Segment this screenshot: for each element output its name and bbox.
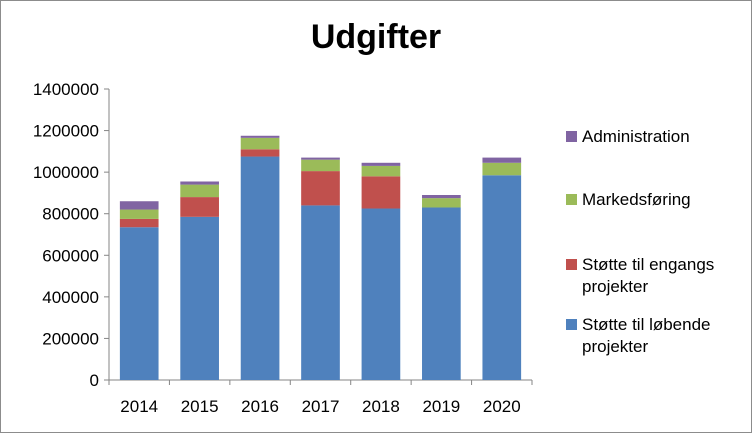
y-tick-label: 1000000 <box>33 163 99 182</box>
y-tick-label: 200000 <box>42 329 99 348</box>
bar-segment <box>422 207 461 380</box>
bar-segment <box>240 137 280 150</box>
bar-segment <box>240 149 280 157</box>
legend-label: Støtte til engangs <box>582 255 714 274</box>
legend-label: Administration <box>582 127 690 146</box>
bar-segment <box>119 227 159 380</box>
x-tick-label: 2015 <box>181 397 219 416</box>
bar-segment <box>119 201 159 210</box>
y-tick-label: 400000 <box>42 288 99 307</box>
bar-segment <box>361 162 401 166</box>
legend-swatch <box>566 194 577 205</box>
bar-segment <box>361 208 401 380</box>
bar-segment <box>482 175 522 380</box>
bar-segment <box>301 157 340 160</box>
bar-segment <box>240 156 280 380</box>
y-tick-label: 600000 <box>42 246 99 265</box>
x-tick-label: 2018 <box>362 397 400 416</box>
chart-title: Udgifter <box>310 18 442 56</box>
x-tick-label: 2017 <box>302 397 340 416</box>
legend-swatch <box>566 259 577 270</box>
bar-segment <box>422 198 461 208</box>
bar-segment <box>301 171 340 206</box>
y-tick-label: 1200000 <box>33 122 99 141</box>
x-tick-label: 2020 <box>483 397 521 416</box>
x-tick-label: 2016 <box>241 397 279 416</box>
legend-swatch <box>566 131 577 142</box>
bar-segment <box>119 218 159 228</box>
bar-segment <box>361 176 401 209</box>
bar-segment <box>180 197 219 217</box>
bar-segment <box>482 157 522 163</box>
bar-segment <box>301 159 340 172</box>
bar-segment <box>482 162 522 176</box>
plot-area: 0 200000 400000 600000 800000 1000000 1200000 1… <box>33 80 533 416</box>
legend-label: Støtte til løbende <box>582 315 711 334</box>
legend-label: projekter <box>582 277 648 296</box>
bar-segment <box>361 165 401 177</box>
bar-segment <box>422 195 461 199</box>
bar-segment <box>119 209 159 219</box>
y-tick-label: 800000 <box>42 205 99 224</box>
bar-segment <box>301 205 340 380</box>
legend-label: projekter <box>582 337 648 356</box>
legend: Administration Markedsføring Støtte til en… <box>566 127 714 356</box>
legend-label: Markedsføring <box>582 190 691 209</box>
x-tick-label: 2014 <box>120 397 158 416</box>
bar-segment <box>180 181 219 185</box>
x-tick-label: 2019 <box>422 397 460 416</box>
y-tick-label: 1400000 <box>33 80 99 99</box>
bar-segment <box>240 135 280 138</box>
legend-swatch <box>566 319 577 330</box>
bar-segment <box>180 184 219 198</box>
bar-segment <box>180 216 219 380</box>
y-tick-label: 0 <box>90 371 99 390</box>
